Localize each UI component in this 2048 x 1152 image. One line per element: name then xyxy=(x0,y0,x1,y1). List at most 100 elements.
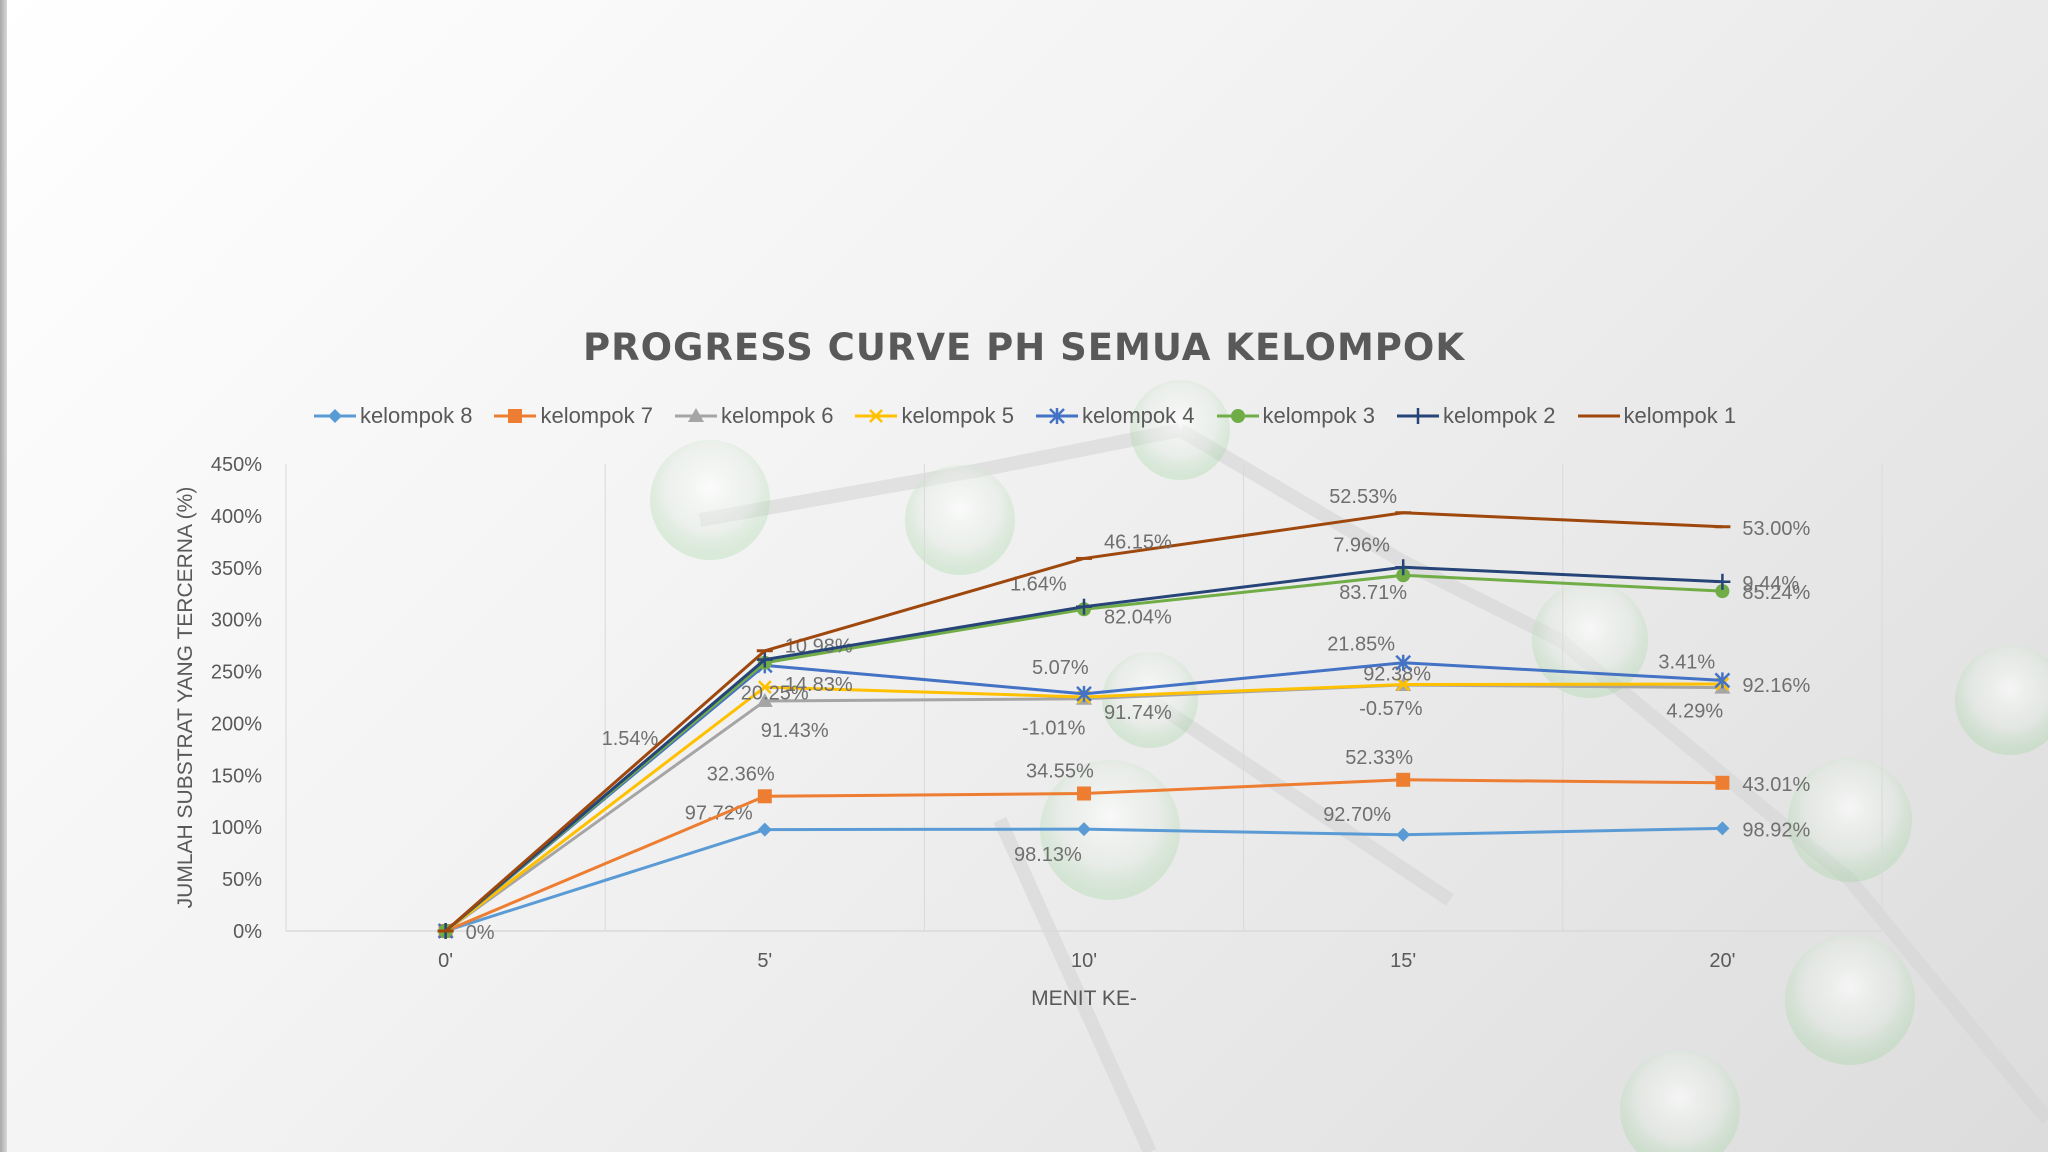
y-axis-title: JUMLAH SUBSTRAT YANG TERCERNA (%) xyxy=(174,487,197,909)
y-tick-label: 450% xyxy=(211,454,262,476)
y-tick-label: 350% xyxy=(211,558,262,580)
legend-marker xyxy=(327,409,342,423)
data-label: -1.01% xyxy=(1022,718,1086,740)
chart-legend: kelompok 8 kelompok 7 kelompok 6 kelompok 5… xyxy=(0,400,2048,432)
data-label: 5.07% xyxy=(1032,657,1089,679)
data-label: 1.54% xyxy=(602,728,659,750)
data-point xyxy=(1395,559,1412,576)
data-point xyxy=(1395,654,1412,671)
data-label: 92.38% xyxy=(1363,664,1431,686)
legend-marker xyxy=(1230,409,1245,423)
x-tick-label: 10' xyxy=(1071,950,1097,972)
legend-marker xyxy=(687,408,704,422)
data-label: 34.55% xyxy=(1026,760,1094,782)
x-axis-title: MENIT KE- xyxy=(1031,987,1137,1010)
legend-item: kelompok 2 xyxy=(1395,400,1556,432)
legend-marker xyxy=(1410,408,1427,424)
data-point xyxy=(757,822,772,837)
legend-swatch xyxy=(1577,414,1620,418)
series-line-kelompok-7 xyxy=(445,778,1723,933)
data-point xyxy=(1076,598,1092,615)
data-point xyxy=(1715,584,1730,599)
legend-swatch xyxy=(1036,408,1078,424)
data-label: -0.57% xyxy=(1359,698,1423,720)
legend-label: kelompok 3 xyxy=(1262,403,1376,428)
data-point xyxy=(1077,786,1091,801)
legend-marker xyxy=(869,409,884,423)
legend-swatch xyxy=(855,409,898,423)
data-point xyxy=(1077,822,1091,837)
data-point xyxy=(1714,573,1731,590)
data-label: 0% xyxy=(466,922,495,944)
data-label: 98.13% xyxy=(1014,844,1082,866)
data-point xyxy=(1714,672,1731,689)
data-label: 1.64% xyxy=(1010,574,1067,596)
legend-item: kelompok 7 xyxy=(492,400,653,432)
y-tick-label: 200% xyxy=(211,713,262,735)
legend-label: kelompok 6 xyxy=(720,403,834,428)
y-tick-label: 400% xyxy=(211,506,262,528)
legend-swatch xyxy=(674,408,717,422)
data-point xyxy=(1715,775,1730,790)
data-point xyxy=(1396,827,1411,842)
data-label: 21.85% xyxy=(1327,634,1395,656)
data-label: 43.01% xyxy=(1742,774,1810,796)
y-tick-label: 250% xyxy=(211,662,262,684)
x-tick-label: 5' xyxy=(757,950,772,972)
data-label: 92.70% xyxy=(1323,804,1391,826)
series-line-kelompok-8 xyxy=(445,826,1723,933)
legend-swatch xyxy=(1397,408,1440,424)
legend-label: kelompok 1 xyxy=(1623,403,1737,428)
legend-item: kelompok 5 xyxy=(853,400,1014,432)
data-point xyxy=(1396,677,1411,692)
data-point xyxy=(757,789,772,804)
data-label: 46.15% xyxy=(1104,531,1172,553)
x-tick-label: 20' xyxy=(1709,950,1735,972)
y-tick-label: 100% xyxy=(211,817,262,839)
y-tick-label: 0% xyxy=(233,921,262,943)
chart-title: PROGRESS CURVE PH SEMUA KELOMPOK xyxy=(582,326,1466,369)
data-label: 9.44% xyxy=(1742,573,1799,595)
legend-marker xyxy=(508,409,523,423)
data-point xyxy=(756,651,773,668)
data-label: 92.16% xyxy=(1742,675,1810,697)
data-label: 82.04% xyxy=(1104,606,1172,628)
data-label: 52.53% xyxy=(1329,486,1397,508)
data-point xyxy=(1076,685,1092,702)
data-point xyxy=(757,680,772,695)
data-label: 83.71% xyxy=(1339,582,1407,604)
legend-label: kelompok 7 xyxy=(540,403,653,428)
legend-item: kelompok 4 xyxy=(1034,400,1195,432)
legend-swatch xyxy=(313,409,356,423)
legend-label: kelompok 8 xyxy=(359,403,473,428)
data-point xyxy=(1396,772,1411,787)
data-label: 52.33% xyxy=(1345,747,1413,769)
data-label: 7.96% xyxy=(1333,534,1390,556)
data-label: 53.00% xyxy=(1742,518,1810,540)
legend-swatch xyxy=(494,409,537,423)
y-tick-label: 50% xyxy=(222,869,262,891)
data-label: 4.29% xyxy=(1666,701,1723,723)
data-label: 91.74% xyxy=(1104,702,1172,724)
data-label: 3.41% xyxy=(1658,651,1715,673)
x-tick-label: 15' xyxy=(1390,950,1416,972)
legend-marker xyxy=(1049,408,1065,424)
legend-item: kelompok 3 xyxy=(1215,400,1376,432)
data-label: 98.92% xyxy=(1742,819,1810,841)
data-label: 32.36% xyxy=(707,763,775,785)
legend-label: kelompok 4 xyxy=(1082,403,1195,428)
series-line-kelompok-3 xyxy=(444,573,1723,933)
legend-item: kelompok 1 xyxy=(1576,400,1737,432)
legend-label: kelompok 5 xyxy=(901,403,1014,428)
legend-item: kelompok 6 xyxy=(673,400,834,432)
legend-swatch xyxy=(1216,409,1259,423)
data-label: 91.43% xyxy=(761,720,829,742)
data-label: 14.83% xyxy=(785,674,853,696)
y-tick-label: 300% xyxy=(211,610,262,632)
legend-label: kelompok 2 xyxy=(1443,403,1556,428)
data-point xyxy=(1715,821,1730,836)
slide-left-edge xyxy=(0,0,7,1152)
data-point xyxy=(756,693,773,708)
